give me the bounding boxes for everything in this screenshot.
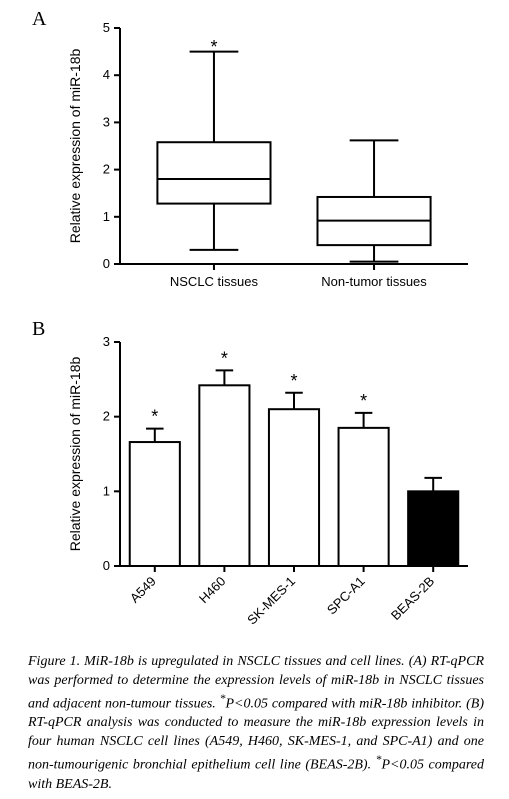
figure-caption: Figure 1. MiR-18b is upregulated in NSCL… bbox=[28, 653, 484, 795]
svg-text:SK-MES-1: SK-MES-1 bbox=[244, 574, 298, 628]
svg-text:1: 1 bbox=[103, 483, 110, 498]
svg-text:1: 1 bbox=[103, 209, 110, 224]
svg-text:*: * bbox=[221, 348, 228, 368]
svg-text:Relative expression of miR-18b: Relative expression of miR-18b bbox=[67, 49, 83, 244]
svg-text:3: 3 bbox=[103, 114, 110, 129]
svg-text:*: * bbox=[290, 371, 297, 391]
svg-text:H460: H460 bbox=[196, 574, 229, 607]
svg-text:SPC-A1: SPC-A1 bbox=[324, 574, 368, 618]
svg-text:2: 2 bbox=[103, 409, 110, 424]
svg-text:NSCLC tissues: NSCLC tissues bbox=[170, 274, 259, 289]
svg-text:*: * bbox=[151, 407, 158, 427]
panel-b-label: B bbox=[32, 318, 45, 341]
svg-text:0: 0 bbox=[103, 558, 110, 573]
svg-text:A549: A549 bbox=[127, 574, 159, 606]
panel-a-label: A bbox=[32, 8, 46, 31]
svg-text:*: * bbox=[210, 37, 217, 57]
svg-text:*: * bbox=[360, 391, 367, 411]
panel-b-chart: 0 1 2 3 Relative expression of miR-18b * A549 *… bbox=[58, 326, 488, 644]
svg-text:5: 5 bbox=[103, 20, 110, 35]
svg-text:Non-tumor tissues: Non-tumor tissues bbox=[321, 274, 427, 289]
svg-text:Relative expression of miR-18b: Relative expression of miR-18b bbox=[67, 357, 83, 552]
panel-a-chart: 0 1 2 3 4 5 Relative expression of miR-18b * NSC… bbox=[58, 12, 488, 304]
svg-text:2: 2 bbox=[103, 162, 110, 177]
svg-text:3: 3 bbox=[103, 334, 110, 349]
svg-text:BEAS-2B: BEAS-2B bbox=[388, 574, 437, 623]
svg-text:0: 0 bbox=[103, 256, 110, 271]
svg-text:4: 4 bbox=[103, 67, 110, 82]
